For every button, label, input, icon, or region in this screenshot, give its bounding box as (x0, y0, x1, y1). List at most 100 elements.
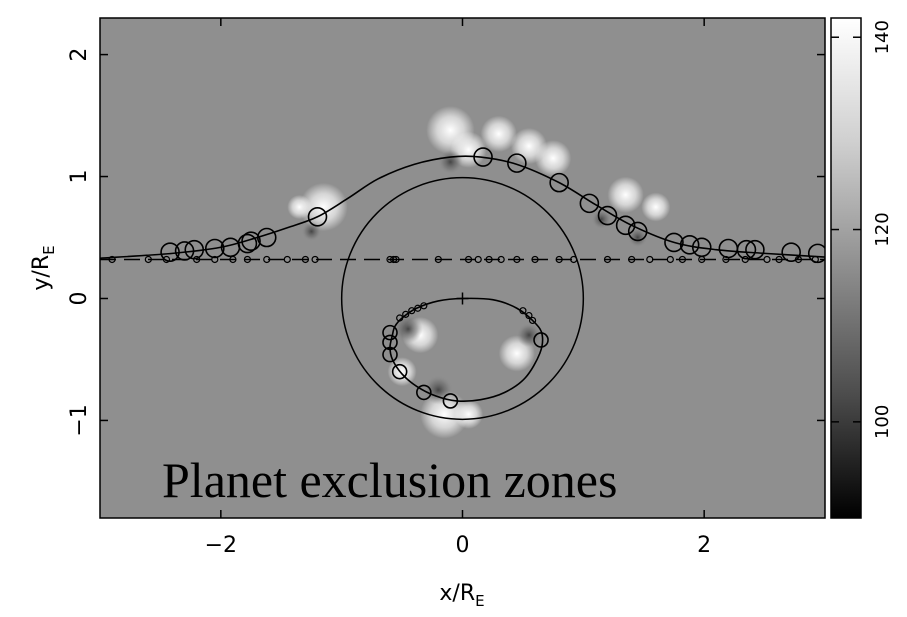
dark-spot (516, 322, 542, 348)
dashed-line-marker (311, 255, 319, 264)
image-track-line (389, 297, 544, 402)
image-track-dot (396, 314, 404, 322)
dashed-line-marker (485, 255, 493, 264)
source-track-circle (736, 239, 757, 260)
dashed-line-marker (144, 255, 152, 264)
x-tick-label: 2 (697, 533, 711, 558)
source-track-circle (579, 193, 600, 214)
dashed-line-marker (108, 255, 116, 264)
x-tick-label: 0 (456, 533, 470, 558)
dashed-line-marker (464, 255, 473, 264)
dark-spot (393, 314, 423, 344)
source-track-circle (664, 232, 684, 253)
source-track-circle (473, 147, 493, 167)
source-track-circle (204, 238, 225, 259)
colorbar: 100 120 140 (830, 17, 893, 519)
y-tick-label: 1 (67, 170, 92, 184)
dashed-line-marker (775, 255, 783, 264)
bright-spot (641, 192, 671, 222)
dashed-line-marker (162, 255, 171, 264)
image-track-dot (414, 304, 422, 312)
source-track-circle (745, 239, 765, 260)
dark-spot (628, 227, 648, 248)
source-track-circle (241, 231, 261, 251)
colorbar-ticks: 100 120 140 (831, 20, 893, 439)
dashed-line-marker (531, 255, 539, 264)
source-track-circles (160, 147, 825, 264)
einstein-ring-circle (340, 176, 585, 421)
heatmap-background (100, 18, 825, 518)
colorbar-tick-label: 140 (872, 20, 893, 54)
source-track-circle (507, 153, 527, 173)
dashed-line-marker (741, 255, 749, 264)
dashed-line-marker (603, 255, 612, 264)
image-track-circle (533, 332, 549, 348)
colorbar-tick-label: 100 (872, 405, 893, 439)
source-track-circle (256, 227, 277, 248)
dark-spot (423, 375, 453, 405)
dashed-line-marker (283, 255, 291, 264)
image-track-dots (396, 302, 537, 325)
source-track-circle (679, 235, 700, 255)
dashed-line-marker (497, 255, 505, 264)
image-track-dot (402, 310, 410, 318)
dashed-line-marker (666, 255, 674, 264)
image-track-dot (519, 307, 527, 315)
y-tick-label: 2 (67, 48, 92, 62)
y-axis-label: y/RE (29, 245, 58, 290)
source-track-circle (781, 242, 801, 262)
dashed-line-marker (763, 255, 771, 264)
dark-spot (438, 149, 463, 174)
source-track-circle (807, 243, 825, 264)
x-tick-label: −2 (205, 533, 237, 558)
y-tick-label: 0 (67, 291, 92, 305)
source-track-circle (237, 233, 258, 254)
y-tick-label: −1 (67, 404, 92, 436)
dark-spot (301, 221, 322, 242)
bright-spot (480, 115, 517, 152)
colorbar-tick-label: 120 (872, 212, 893, 246)
annotation-text: Planet exclusion zones (162, 452, 617, 508)
source-track-circle (691, 237, 712, 258)
image-track-dot (408, 307, 416, 315)
plot-area (100, 18, 825, 518)
image-track-dot (525, 311, 533, 320)
source-track-circle (174, 241, 195, 261)
image-track-circle (391, 363, 408, 380)
source-track-circle (307, 206, 328, 227)
dashed-line-marker (434, 255, 442, 264)
source-track-circle (549, 172, 569, 193)
dashed-line-marker (392, 255, 400, 264)
x-axis-label: x/RE (439, 581, 484, 610)
dashed-line-marker (628, 255, 636, 264)
center-marker (456, 292, 469, 305)
dashed-line-marker (555, 255, 563, 264)
dashed-line-marker (570, 255, 578, 264)
source-track-circle (627, 221, 648, 242)
source-track-circle (597, 205, 618, 226)
dashed-line-marker (263, 255, 271, 264)
image-track-dot (420, 302, 428, 310)
bright-spot (535, 140, 572, 177)
image-track-circle (382, 324, 398, 341)
image-track-circle (416, 384, 432, 401)
bright-spot (607, 176, 644, 213)
bright-spot (454, 399, 484, 429)
dashed-line-marker (474, 255, 482, 264)
image-track-circle (382, 334, 398, 351)
source-track-circle (184, 239, 205, 260)
bright-spot (287, 194, 312, 220)
dashed-line-marker (513, 255, 521, 264)
colorbar-gradient (830, 17, 862, 519)
image-track-circle (442, 393, 459, 409)
source-track-circle (160, 242, 180, 262)
dashed-line-marker (678, 255, 687, 264)
y-axis-ticks: −1 0 1 2 (67, 48, 825, 437)
dashed-line-marker (243, 255, 252, 264)
dashed-line-marker (646, 255, 654, 264)
source-track-circle (615, 215, 636, 236)
x-axis-ticks: −2 0 2 (205, 18, 711, 558)
dashed-line-marker (211, 255, 219, 264)
image-track-circles (382, 324, 549, 409)
